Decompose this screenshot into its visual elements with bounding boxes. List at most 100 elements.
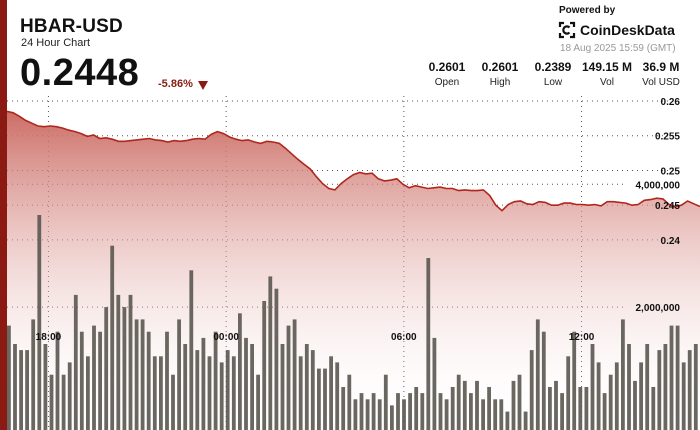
- brand-logo[interactable]: CoinDeskData: [558, 21, 675, 39]
- volume-bar: [456, 374, 461, 430]
- volume-bar: [165, 331, 169, 430]
- volume-bar: [177, 319, 181, 430]
- volume-bar: [104, 307, 109, 430]
- volume-bar: [304, 344, 309, 430]
- volume-bar: [505, 411, 510, 430]
- volume-bar: [426, 258, 431, 430]
- stat-value: 0.2601: [428, 60, 466, 74]
- volume-bar: [377, 399, 382, 430]
- price-tick-label: 0.245: [655, 201, 680, 212]
- volume-bar: [146, 331, 151, 430]
- volume-bar: [67, 362, 72, 430]
- chart-subtitle: 24 Hour Chart: [21, 37, 91, 49]
- volume-bar: [244, 337, 248, 430]
- volume-bar: [602, 393, 607, 430]
- time-tick-label: 12:00: [569, 332, 595, 343]
- down-arrow-icon: [198, 81, 208, 90]
- volume-tick-label: 4,000,000: [636, 180, 681, 191]
- stat-value: 36.9 M: [642, 60, 680, 74]
- volume-bar: [268, 276, 273, 430]
- brand-name: CoinDeskData: [580, 22, 675, 38]
- volume-bar: [627, 344, 631, 430]
- volume-bar: [523, 411, 528, 430]
- volume-bar: [159, 356, 163, 430]
- volume-bar: [171, 374, 175, 430]
- volume-bar: [286, 325, 291, 430]
- volume-bar: [414, 387, 419, 430]
- volume-bar: [219, 362, 224, 430]
- powered-by-label: Powered by: [559, 5, 616, 16]
- timestamp: 18 Aug 2025 15:59 (GMT): [560, 43, 676, 54]
- stat-label: High: [489, 77, 511, 88]
- volume-bar: [438, 393, 443, 430]
- volume-bar: [347, 374, 352, 430]
- stat-high: 0.2601 High: [465, 60, 535, 88]
- volume-bar: [55, 331, 60, 430]
- volume-bar: [250, 344, 254, 430]
- volume-bar: [86, 356, 90, 430]
- volume-bar: [231, 356, 236, 430]
- volume-bar: [554, 380, 558, 430]
- volume-bar: [323, 368, 327, 430]
- stat-vol: 149.15 M Vol: [572, 60, 642, 88]
- volume-bar: [444, 399, 449, 430]
- accent-bar: [0, 0, 7, 430]
- volume-bar: [37, 215, 42, 430]
- volume-bar: [79, 331, 84, 430]
- volume-bar: [134, 319, 139, 430]
- volume-bar: [353, 399, 358, 430]
- volume-bar: [43, 344, 48, 430]
- volume-bar: [128, 294, 133, 430]
- volume-bar: [420, 393, 425, 430]
- volume-bar: [341, 387, 346, 430]
- volume-bar: [462, 380, 467, 430]
- coindesk-logo-icon: [558, 21, 576, 39]
- volume-bar: [687, 350, 692, 430]
- volume-bar: [432, 337, 437, 430]
- volume-bar: [657, 350, 662, 430]
- volume-bar: [335, 362, 340, 430]
- volume-bar: [152, 356, 157, 430]
- price-axis-labels: 0.26 0.255 0.25 0.245 0.24: [655, 97, 680, 247]
- volume-bar: [19, 350, 23, 430]
- volume-bar: [645, 344, 650, 430]
- volume-bar: [110, 245, 115, 430]
- stat-vol-usd: 36.9 M Vol USD: [626, 60, 696, 88]
- volume-bar: [535, 319, 540, 430]
- volume-bar: [298, 356, 303, 430]
- volume-bar: [317, 368, 321, 430]
- volume-bar: [529, 350, 534, 430]
- volume-bar: [614, 362, 619, 430]
- volume-bar: [560, 393, 564, 430]
- volume-bars: [7, 215, 698, 430]
- stat-value: 0.2601: [481, 60, 519, 74]
- volume-bar: [584, 387, 589, 430]
- volume-bar: [225, 350, 230, 430]
- volume-bar: [693, 344, 698, 430]
- volume-bar: [61, 374, 66, 430]
- volume-bar: [371, 393, 376, 430]
- stat-label: Vol USD: [642, 77, 680, 88]
- volume-bar: [499, 399, 504, 430]
- volume-bar: [608, 374, 613, 430]
- volume-bar: [189, 270, 194, 430]
- volume-bar: [183, 344, 188, 430]
- volume-bar: [292, 319, 297, 430]
- volume-bar: [681, 362, 686, 430]
- volume-bar: [7, 325, 11, 430]
- volume-bar: [365, 399, 370, 430]
- volume-bar: [578, 387, 583, 430]
- volume-bar: [262, 301, 267, 430]
- stat-label: Vol: [600, 77, 614, 88]
- volume-bar: [25, 350, 29, 430]
- volume-bar: [116, 294, 121, 430]
- volume-bar: [481, 399, 485, 430]
- volume-bar: [49, 374, 54, 430]
- volume-bar: [207, 356, 212, 430]
- price-line: [6, 110, 700, 212]
- volume-bar: [73, 294, 78, 430]
- volume-bar: [469, 393, 473, 430]
- volume-bar: [329, 356, 333, 430]
- volume-bar: [31, 319, 36, 430]
